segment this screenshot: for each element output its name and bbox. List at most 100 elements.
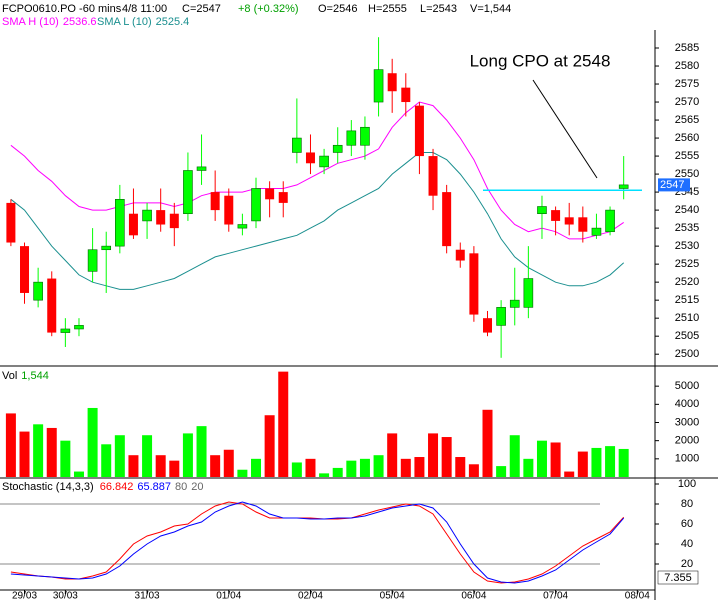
volume-bar xyxy=(523,458,534,477)
volume-bar xyxy=(114,435,125,477)
x-tick-label: 30/03 xyxy=(53,591,78,600)
candle-body xyxy=(74,325,84,330)
y-tick-label: 2500 xyxy=(675,348,699,360)
candle-body xyxy=(101,245,112,251)
volume-bar xyxy=(577,451,588,477)
volume-bar xyxy=(291,462,302,477)
candle-body xyxy=(442,192,452,247)
candle-body xyxy=(156,210,166,225)
volume-bar xyxy=(101,444,112,477)
y-tick-label: 5000 xyxy=(675,380,699,392)
volume-bar xyxy=(223,449,234,477)
y-tick-label: 100 xyxy=(678,478,696,490)
candle-body xyxy=(618,184,629,189)
annotation-arrow xyxy=(532,79,598,179)
volume-bar xyxy=(196,426,207,477)
last-price-box xyxy=(658,178,690,192)
x-tick-label: 01/04 xyxy=(216,591,241,600)
y-tick-label: 2560 xyxy=(675,132,699,144)
legend-name: SMA L (10) xyxy=(97,16,152,28)
y-tick-label: 2510 xyxy=(675,312,699,324)
y-tick-label: 3000 xyxy=(675,416,699,428)
volume-bar xyxy=(564,471,575,477)
candle-body xyxy=(183,170,193,215)
legend-value: 2536.6 xyxy=(63,16,97,28)
candle-body xyxy=(196,166,207,171)
candle-body xyxy=(251,188,261,222)
y-tick-label: 2555 xyxy=(675,150,699,162)
volume-bar xyxy=(60,440,71,477)
candle-body xyxy=(128,213,138,236)
annotation: Long CPO at 2548 xyxy=(470,51,611,70)
high: H=2555 xyxy=(368,3,407,15)
candle-body xyxy=(319,155,329,168)
volume-bar xyxy=(305,458,316,477)
candle-body xyxy=(142,209,152,222)
candle-body xyxy=(169,213,179,229)
volume-bar xyxy=(605,446,616,477)
open: O=2546 xyxy=(318,3,357,15)
y-tick-label: 2550 xyxy=(675,168,699,180)
candle-body xyxy=(428,156,438,196)
x-tick-label: 02/04 xyxy=(298,591,323,600)
low: L=2543 xyxy=(420,3,457,15)
volume-bar xyxy=(346,460,357,477)
candle-body xyxy=(469,253,479,315)
y-tick-label: 4000 xyxy=(675,398,699,410)
candle-body xyxy=(373,69,384,103)
candle-body xyxy=(401,87,411,103)
y-tick-label: 2535 xyxy=(675,222,699,234)
volume-bar xyxy=(319,473,330,477)
y-tick-label: 20 xyxy=(681,558,693,570)
y-tick-label: 40 xyxy=(681,538,693,550)
legend-name: SMA H (10) xyxy=(2,16,59,28)
candle-body xyxy=(387,73,397,92)
candle-body xyxy=(33,281,43,301)
volume-bar xyxy=(359,458,370,477)
candle-body xyxy=(278,192,288,203)
volume-bar xyxy=(400,458,411,477)
candle-body xyxy=(523,278,534,308)
value-box xyxy=(657,570,699,585)
level-label: 80 xyxy=(175,481,187,493)
legend-value: 65.887 xyxy=(137,481,171,493)
volume-bar xyxy=(441,437,452,477)
volume-bar xyxy=(482,409,493,477)
volume-bar xyxy=(251,458,262,477)
x-tick-label: 05/04 xyxy=(380,591,405,600)
sma-line xyxy=(10,101,624,240)
volume-bar xyxy=(455,457,466,477)
candle-body xyxy=(60,328,71,333)
candle-body xyxy=(210,192,220,211)
volume-bar xyxy=(210,455,221,477)
y-tick-label: 80 xyxy=(681,498,693,510)
change: +8 (+0.32%) xyxy=(238,3,299,15)
candle-body xyxy=(346,130,357,146)
x-tick-label: 06/04 xyxy=(461,591,486,600)
y-tick-label: 1000 xyxy=(675,453,699,465)
y-tick-label: 2565 xyxy=(675,114,699,126)
volume-bar xyxy=(128,455,139,477)
volume-bar xyxy=(332,467,343,477)
candle-body xyxy=(6,202,16,243)
candle-body xyxy=(265,188,275,200)
volume-bar xyxy=(428,433,439,477)
y-tick-label: 2540 xyxy=(675,204,699,216)
time: 4/8 11:00 xyxy=(122,3,167,15)
candle-body xyxy=(20,246,30,293)
volume-bar xyxy=(87,407,98,477)
y-tick-label: 2505 xyxy=(675,330,699,342)
stochastic-line xyxy=(10,501,625,584)
last-price-label: 2547 xyxy=(660,179,684,191)
close: C=2547 xyxy=(182,3,221,15)
volume-bar xyxy=(73,471,84,477)
candle-body xyxy=(496,307,506,326)
value-box-label: 7.355 xyxy=(664,572,692,584)
candle-body xyxy=(414,105,424,157)
candle-body xyxy=(509,299,520,308)
volume-bar xyxy=(264,415,275,477)
y-tick-label: 2520 xyxy=(675,276,699,288)
volume-bar xyxy=(509,435,520,477)
